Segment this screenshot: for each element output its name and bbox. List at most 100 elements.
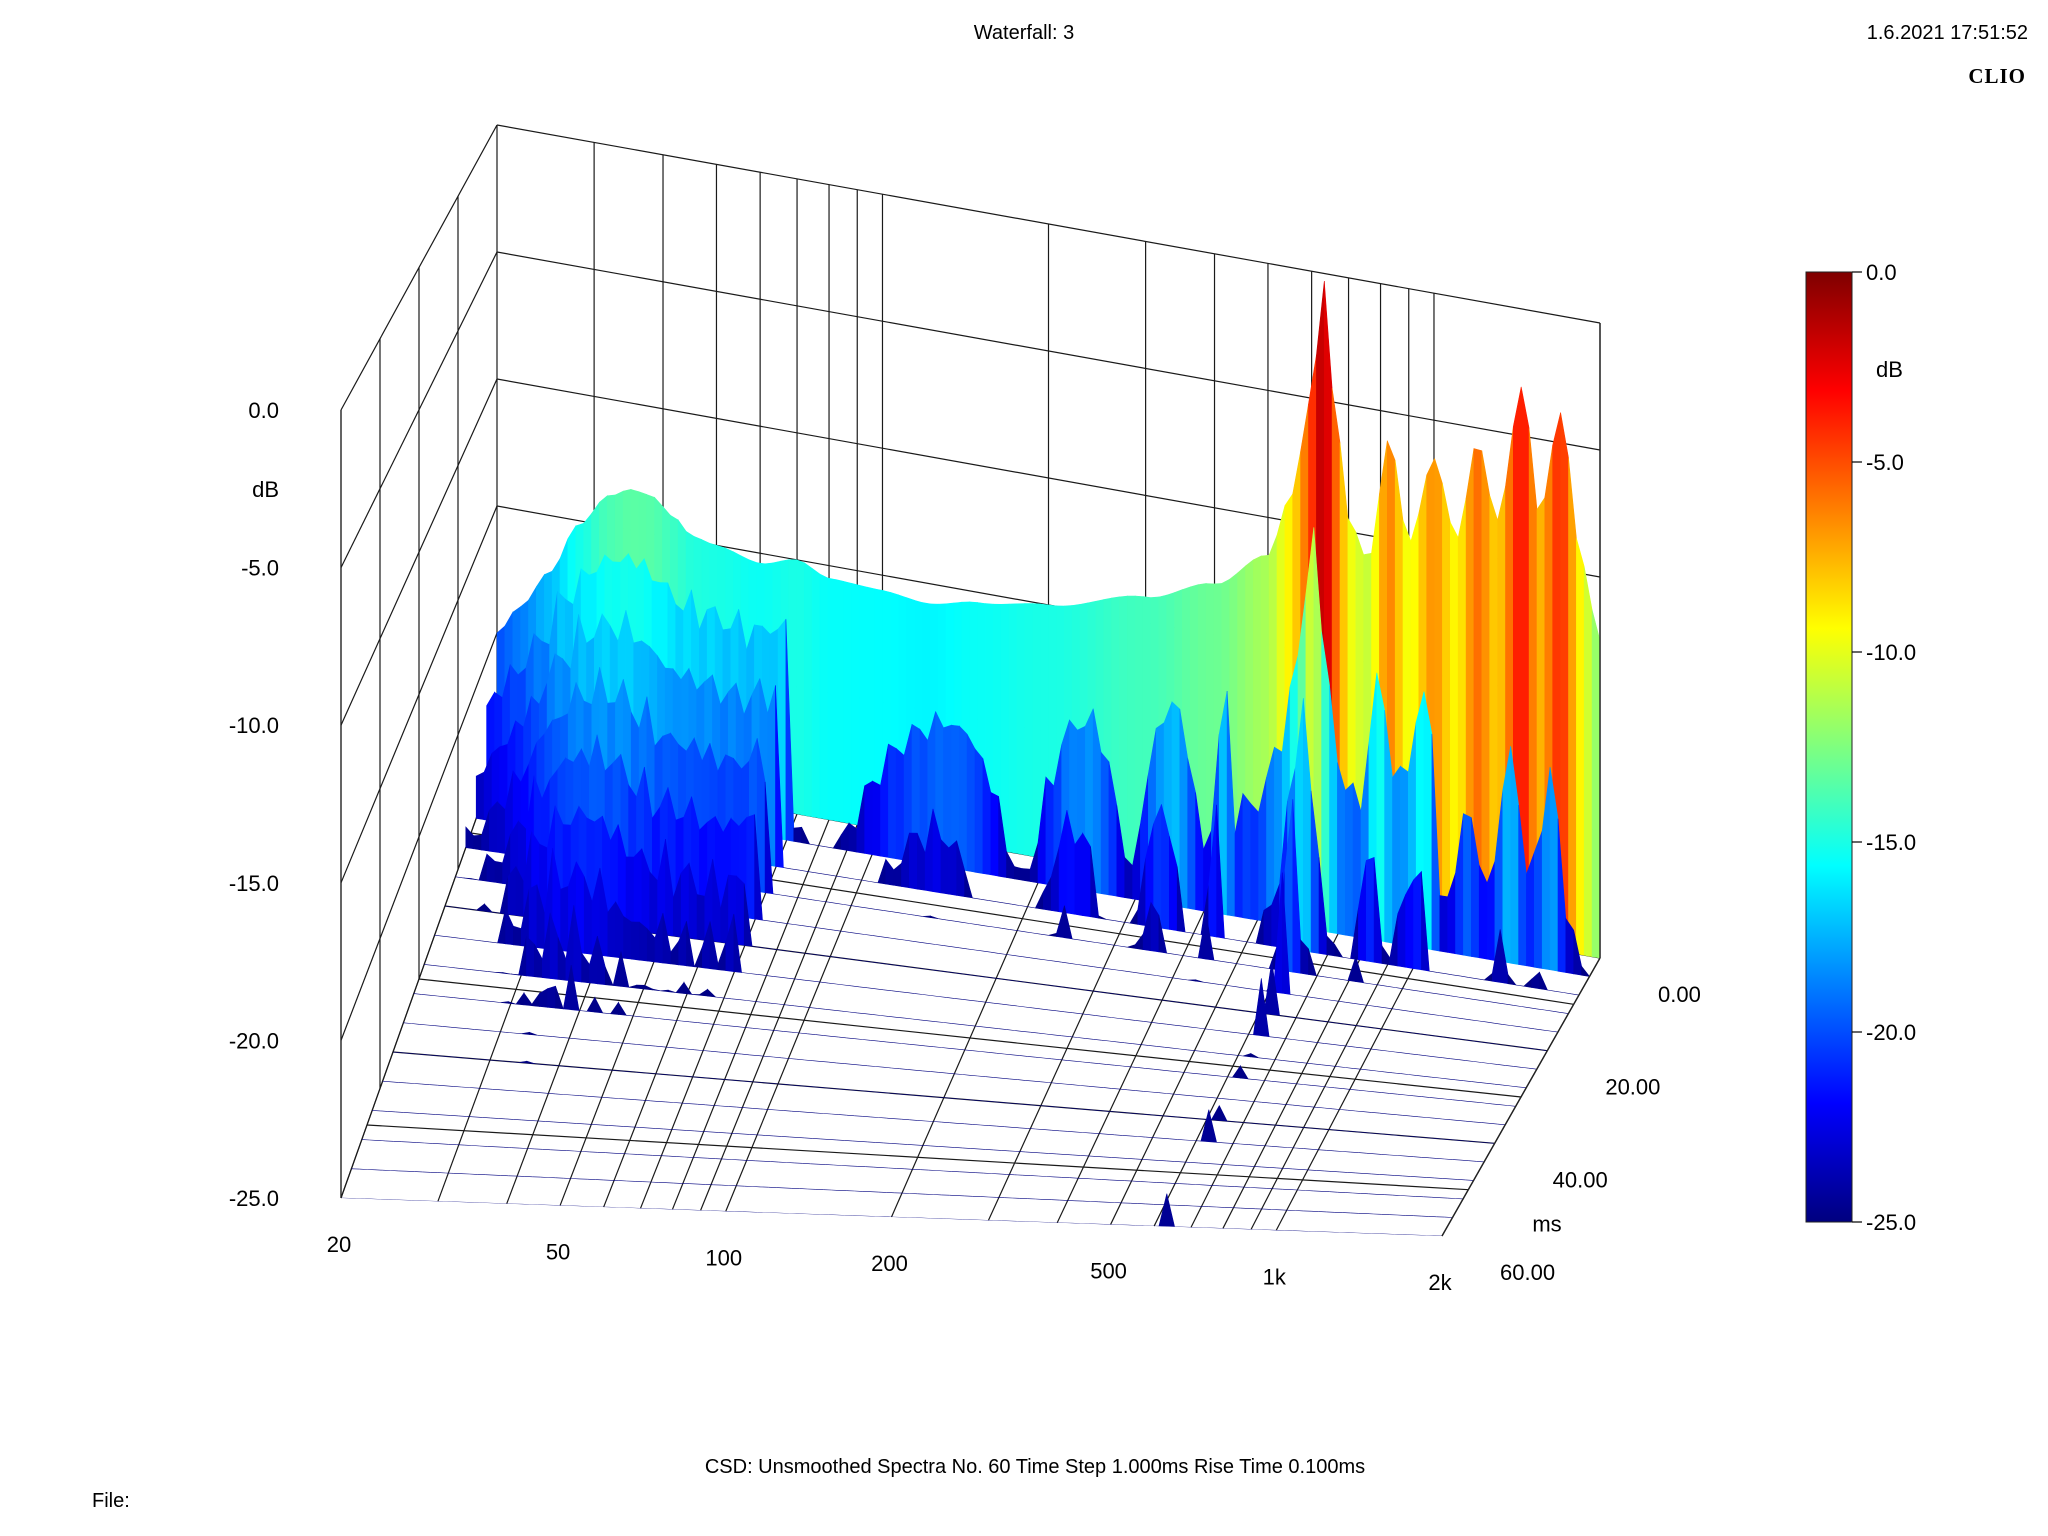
surface-segment xyxy=(1248,941,1257,944)
surface-segment xyxy=(914,914,923,917)
surface-segment xyxy=(1481,1122,1490,1124)
surface-segment xyxy=(898,912,907,915)
surface-segment xyxy=(686,1048,695,1051)
surface-segment xyxy=(1436,1158,1445,1160)
surface-segment xyxy=(1384,1071,1393,1074)
surface-segment xyxy=(1287,1082,1296,1084)
surface-segment xyxy=(938,996,947,998)
surface-segment xyxy=(983,1026,992,1029)
surface-segment xyxy=(833,1164,842,1166)
surface-segment xyxy=(1232,939,1241,942)
surface-segment xyxy=(1483,972,1493,982)
surface-segment xyxy=(398,1082,407,1084)
surface-segment xyxy=(1269,1036,1278,1038)
surface-segment xyxy=(1413,1095,1422,1097)
surface-segment xyxy=(1549,1030,1558,1033)
surface-segment xyxy=(1290,994,1299,996)
surface-segment xyxy=(542,1149,551,1151)
surface-segment xyxy=(1124,970,1133,973)
surface-segment xyxy=(925,1045,934,1047)
surface-segment xyxy=(996,901,1004,904)
surface-segment xyxy=(1090,1132,1099,1134)
surface-segment xyxy=(647,1045,656,1047)
back-wall-gridline xyxy=(496,124,1601,324)
surface-segment xyxy=(836,1062,845,1064)
x-tick-label: 200 xyxy=(871,1251,908,1276)
surface-segment xyxy=(1127,944,1136,949)
surface-segment xyxy=(1103,1156,1112,1158)
surface-segment xyxy=(466,938,475,941)
surface-segment xyxy=(497,908,506,945)
surface-segment xyxy=(547,985,556,1009)
surface-segment xyxy=(993,926,1002,929)
surface-segment xyxy=(1269,1102,1278,1104)
surface-segment xyxy=(494,972,504,974)
surface-segment xyxy=(445,1085,454,1087)
surface-segment xyxy=(1067,1060,1076,1062)
surface-segment xyxy=(380,1110,388,1112)
surface-segment xyxy=(720,1105,729,1107)
surface-segment xyxy=(891,1143,900,1145)
surface-segment xyxy=(1342,956,1351,959)
surface-segment xyxy=(1182,1161,1191,1163)
surface-segment xyxy=(838,876,847,878)
surface-segment xyxy=(1014,1030,1023,1032)
surface-segment xyxy=(1069,1177,1078,1179)
surface-segment xyxy=(531,992,541,1007)
surface-segment xyxy=(1140,973,1149,975)
spectrum-slice xyxy=(351,1168,1453,1218)
surface-segment xyxy=(631,921,640,961)
surface-segment xyxy=(985,1076,994,1078)
surface-segment xyxy=(1095,942,1104,944)
surface-segment xyxy=(1303,1148,1312,1150)
surface-segment xyxy=(696,894,706,941)
surface-segment xyxy=(1436,1097,1445,1100)
surface-segment xyxy=(1088,1085,1097,1088)
surface-segment xyxy=(1242,792,1251,920)
surface-segment xyxy=(867,907,876,910)
surface-segment xyxy=(922,994,931,996)
surface-segment xyxy=(1130,1135,1138,1137)
surface-segment xyxy=(780,894,789,897)
surface-segment xyxy=(602,1097,611,1099)
surface-segment xyxy=(1339,1109,1348,1111)
surface-segment xyxy=(1245,964,1254,967)
surface-segment xyxy=(1237,963,1246,966)
surface-segment xyxy=(1326,1150,1335,1152)
timestamp: 1.6.2021 17:51:52 xyxy=(1866,22,2028,44)
surface-layer xyxy=(341,280,1600,1237)
surface-segment xyxy=(967,1171,976,1173)
surface-segment xyxy=(891,990,900,992)
surface-segment xyxy=(1489,1063,1498,1065)
surface-segment xyxy=(1171,977,1180,980)
surface-segment xyxy=(442,1114,451,1116)
surface-segment xyxy=(490,1117,499,1119)
surface-segment xyxy=(1032,603,1041,858)
surface-segment xyxy=(789,1136,798,1138)
surface-segment xyxy=(618,1001,627,1016)
surface-segment xyxy=(793,924,802,926)
surface-segment xyxy=(728,1025,737,1027)
surface-segment xyxy=(1452,1159,1461,1161)
surface-segment xyxy=(500,1001,509,1004)
surface-segment xyxy=(1182,1094,1191,1096)
surface-segment xyxy=(1439,1077,1448,1080)
surface-segment xyxy=(844,1140,853,1142)
surface-segment xyxy=(1185,931,1194,934)
surface-segment xyxy=(610,1001,619,1015)
surface-segment xyxy=(1216,1075,1225,1077)
surface-segment xyxy=(851,582,860,826)
surface-segment xyxy=(883,1066,892,1069)
surface-segment xyxy=(823,1035,832,1037)
surface-segment xyxy=(1416,1075,1424,1077)
surface-segment xyxy=(736,1026,745,1028)
surface-segment xyxy=(825,928,834,931)
colorbar-tick-label: -15.0 xyxy=(1866,830,1916,855)
surface-segment xyxy=(1111,1088,1120,1090)
surface-segment xyxy=(828,901,837,904)
surface-segment xyxy=(1494,1083,1503,1086)
surface-segment xyxy=(899,991,908,993)
surface-segment xyxy=(1016,603,1026,856)
surface-segment xyxy=(1206,1163,1215,1165)
surface-segment xyxy=(1266,1058,1275,1060)
